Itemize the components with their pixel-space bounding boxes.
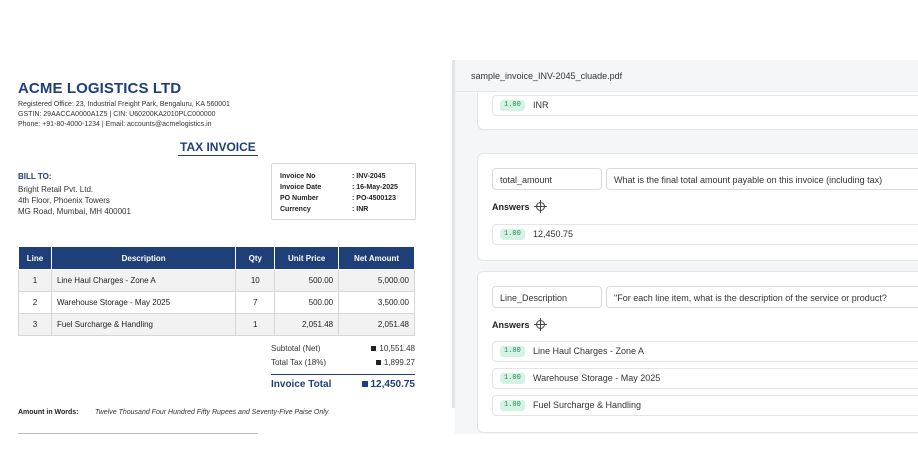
table-header-row: Line Description Qty Unit Price Net Amou…: [18, 246, 415, 270]
meta-value: : PO-4500123: [352, 195, 396, 202]
company-contact-line: Phone: +91-80-4000-1234 | Email: account…: [18, 121, 212, 128]
invoice-meta-box: Invoice No : INV-2045 Invoice Date : 16-…: [271, 163, 416, 220]
cell-description: Warehouse Storage - May 2025: [50, 291, 237, 314]
meta-label: Currency: [280, 206, 311, 213]
column-header: Qty: [235, 246, 276, 270]
answer-text: INR: [533, 100, 549, 110]
subtotal-value: 10,551.48: [371, 344, 415, 353]
cell-qty: 10: [235, 269, 276, 292]
cell-line: 2: [18, 291, 52, 314]
cell-net-amount: 5,000.00: [338, 269, 415, 292]
confidence-badge: 1.00: [500, 346, 525, 357]
answer-text: Fuel Surcharge & Handling: [533, 400, 642, 410]
panel-header: sample_invoice_INV-2045_cluade.pdf: [455, 60, 918, 92]
cell-qty: 7: [235, 291, 276, 314]
answer-text: Warehouse Storage - May 2025: [533, 373, 661, 383]
crosshair-icon[interactable]: [534, 318, 547, 331]
tax-label: Total Tax (18%): [271, 358, 326, 367]
invoice-total-amount: 12,450.75: [370, 379, 416, 390]
cell-unit-price: 2,051.48: [274, 313, 340, 336]
question-input[interactable]: "For each line item, what is the descrip…: [606, 286, 918, 308]
answers-heading: Answers: [492, 320, 530, 330]
meta-value: : 16-May-2025: [352, 184, 398, 191]
bill-to-line: MG Road, Mumbai, MH 400001: [18, 207, 131, 216]
crosshair-icon[interactable]: [534, 200, 547, 213]
confidence-badge: 1.00: [500, 100, 525, 111]
column-header: Description: [50, 246, 237, 270]
cell-net-amount: 3,500.00: [338, 291, 415, 314]
bill-to-line: Bright Retail Pvt. Ltd.: [18, 185, 94, 194]
extraction-panel[interactable]: sample_invoice_INV-2045_cluade.pdf Answe…: [455, 60, 918, 434]
currency-square-icon: [371, 346, 377, 352]
meta-label: PO Number: [280, 195, 319, 202]
answer-row[interactable]: 1.00 Warehouse Storage - May 2025: [492, 368, 918, 389]
line-items-table: Line Description Qty Unit Price Net Amou…: [18, 246, 415, 336]
meta-value: : INR: [352, 206, 369, 213]
company-name: ACME LOGISTICS LTD: [18, 80, 182, 97]
file-name: sample_invoice_INV-2045_cluade.pdf: [471, 71, 623, 81]
subtotal-label: Subtotal (Net): [271, 344, 321, 353]
question-card: Line_Description "For each line item, wh…: [477, 271, 918, 433]
company-address-line: Registered Office: 23, Industrial Freigh…: [18, 101, 230, 108]
bill-to-line: 4th Floor, Phoenix Towers: [18, 196, 110, 205]
cell-line: 3: [18, 313, 52, 336]
meta-label: Invoice Date: [280, 184, 322, 191]
tax-value: 1,899.27: [375, 358, 415, 367]
cell-net-amount: 2,051.48: [338, 313, 415, 336]
table-row: 3 Fuel Surcharge & Handling 1 2,051.48 2…: [18, 313, 415, 336]
cell-description: Fuel Surcharge & Handling: [50, 313, 237, 336]
invoice-total-label: Invoice Total: [271, 379, 332, 390]
currency-square-icon: [361, 381, 368, 388]
table-row: 2 Warehouse Storage - May 2025 7 500.00 …: [18, 291, 415, 314]
confidence-badge: 1.00: [500, 229, 525, 240]
answer-text: Line Haul Charges - Zone A: [533, 346, 645, 356]
cell-line: 1: [18, 269, 52, 292]
amount-in-words-value: Twelve Thousand Four Hundred Fifty Rupee…: [95, 409, 329, 416]
pane-splitter[interactable]: [452, 60, 455, 408]
column-header: Line: [18, 246, 52, 270]
meta-value: : INV-2045: [352, 173, 386, 180]
question-card: total_amount What is the final total amo…: [477, 153, 918, 261]
confidence-badge: 1.00: [500, 400, 525, 411]
invoice-total-value: 12,450.75: [361, 379, 416, 390]
signature-rule: [18, 433, 258, 434]
invoice-document: ACME LOGISTICS LTD Registered Office: 23…: [0, 55, 452, 453]
document-title: TAX INVOICE: [178, 140, 258, 156]
answer-row[interactable]: 1.00 INR: [492, 95, 918, 116]
answer-row[interactable]: 1.00 12,450.75: [492, 224, 918, 245]
subtotal-amount: 10,551.48: [379, 344, 415, 353]
cell-qty: 1: [235, 313, 276, 336]
answer-row[interactable]: 1.00 Fuel Surcharge & Handling: [492, 395, 918, 416]
field-name-input[interactable]: Line_Description: [492, 286, 602, 308]
field-name-input[interactable]: total_amount: [492, 168, 602, 190]
answer-row[interactable]: 1.00 Line Haul Charges - Zone A: [492, 341, 918, 362]
confidence-badge: 1.00: [500, 373, 525, 384]
cell-unit-price: 500.00: [274, 291, 340, 314]
column-header: Unit Price: [274, 246, 340, 270]
amount-in-words-label: Amount in Words:: [18, 409, 79, 416]
column-header: Net Amount: [338, 246, 415, 270]
answer-text: 12,450.75: [533, 229, 574, 239]
table-row: 1 Line Haul Charges - Zone A 10 500.00 5…: [18, 269, 415, 292]
tax-amount: 1,899.27: [383, 358, 415, 367]
bill-to-heading: BILL TO:: [18, 172, 52, 181]
totals-divider: [271, 374, 415, 375]
meta-label: Invoice No: [280, 173, 316, 180]
answers-heading: Answers: [492, 202, 530, 212]
cell-unit-price: 500.00: [274, 269, 340, 292]
cell-description: Line Haul Charges - Zone A: [50, 269, 237, 292]
question-input[interactable]: What is the final total amount payable o…: [606, 168, 918, 190]
company-registration-line: GSTIN: 29AACCA0000A1Z5 | CIN: U60200KA20…: [18, 111, 216, 118]
currency-square-icon: [375, 360, 381, 366]
